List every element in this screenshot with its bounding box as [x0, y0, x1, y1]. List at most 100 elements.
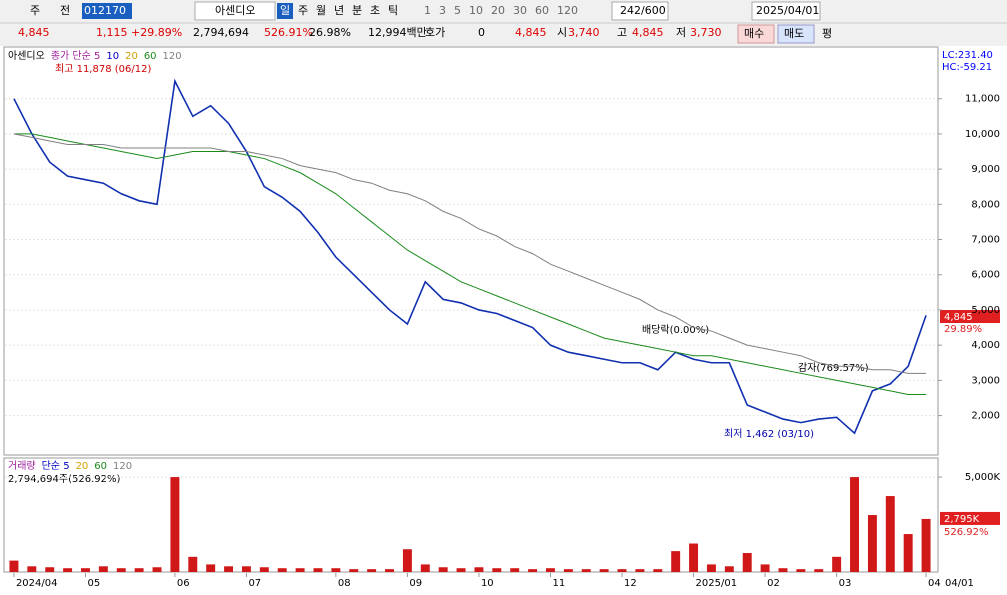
- y-tick-label: 2,000: [971, 411, 1000, 422]
- volume-bar: [152, 567, 162, 572]
- interval[interactable]: 3: [439, 4, 446, 17]
- volume-bar: [224, 566, 234, 572]
- volume-bar: [313, 568, 323, 572]
- x-tick-label: 03: [839, 578, 852, 589]
- annotation: 최고 11,878 (06/12): [55, 63, 151, 75]
- stock-name[interactable]: 아센디오: [215, 4, 255, 17]
- legend-entry: 10: [106, 51, 119, 62]
- volume-bar: [170, 477, 180, 572]
- volume-bar: [385, 569, 394, 572]
- interval[interactable]: 1: [424, 4, 431, 17]
- volume-bar: [796, 569, 806, 572]
- y-tick-label: 6,000: [971, 270, 1000, 281]
- end-date: 04/01: [945, 578, 974, 589]
- quote: 0: [478, 26, 485, 39]
- amount: 12,994백만: [368, 26, 427, 39]
- buy-button[interactable]: 매수: [744, 27, 764, 40]
- volume-caption: 2,794,694주(526.92%): [8, 474, 120, 485]
- legend-entry: 거래량: [8, 460, 36, 472]
- high-label: 고: [617, 26, 627, 39]
- volume-bar: [599, 569, 609, 572]
- x-tick-label: 08: [338, 578, 351, 589]
- volume-bar: [116, 568, 126, 572]
- legend-entry: 60: [144, 51, 157, 62]
- last-pct: 29.89%: [944, 324, 982, 335]
- legend-entry: 60: [94, 461, 107, 472]
- volume-bar: [760, 564, 770, 572]
- code[interactable]: 012170: [84, 4, 126, 17]
- volume-bar: [528, 569, 538, 572]
- interval[interactable]: 120: [557, 4, 578, 17]
- volume-bar: [742, 553, 752, 572]
- period[interactable]: 주: [298, 4, 308, 17]
- eval-button[interactable]: 평: [822, 27, 832, 40]
- period[interactable]: 분: [352, 4, 362, 17]
- volume-bar: [724, 566, 734, 572]
- volume-bar: [903, 534, 913, 572]
- high: 4,845: [632, 26, 664, 39]
- legend-entry: 20: [76, 461, 89, 472]
- volume-bar: [45, 567, 55, 572]
- open: 3,740: [568, 26, 600, 39]
- open-label: 시: [557, 26, 567, 39]
- interval[interactable]: 5: [454, 4, 461, 17]
- kind[interactable]: 전: [60, 4, 70, 17]
- x-tick-label: 2024/04: [16, 578, 58, 589]
- period[interactable]: 일: [280, 3, 290, 17]
- low: 3,730: [690, 26, 722, 39]
- volume-bar: [885, 496, 895, 572]
- volume-bar: [653, 569, 663, 572]
- legend-entry: 120: [163, 51, 182, 62]
- volume-bar: [81, 568, 90, 572]
- volume-bar: [331, 568, 341, 572]
- interval[interactable]: 10: [469, 4, 483, 17]
- volume-bar: [63, 568, 73, 572]
- y-tick-label: 9,000: [971, 164, 1000, 175]
- interval[interactable]: 30: [513, 4, 527, 17]
- series-line: [13, 78, 927, 435]
- count[interactable]: 242/600: [620, 4, 666, 17]
- volume-bar: [814, 569, 824, 572]
- volume-bar: [850, 477, 859, 572]
- period-active: [277, 3, 293, 19]
- volume-bar: [402, 549, 412, 572]
- volume-bar: [921, 518, 931, 572]
- volume-bar: [420, 564, 430, 572]
- date[interactable]: 2025/04/01: [756, 4, 819, 17]
- volume-bar: [188, 556, 198, 572]
- x-tick-label: 04: [928, 578, 941, 589]
- market[interactable]: 주: [30, 4, 40, 17]
- volume-bar: [867, 515, 877, 572]
- volume-bar: [546, 568, 555, 572]
- volume-bar: [277, 568, 287, 572]
- legend-entry: 아센디오: [8, 50, 45, 62]
- legend-entry: 20: [125, 51, 138, 62]
- y-tick-label: 5,000: [971, 305, 1000, 316]
- volume-bar: [295, 568, 305, 572]
- period[interactable]: 년: [334, 4, 344, 17]
- sell-button[interactable]: 매도: [784, 27, 804, 40]
- volume-bar: [778, 568, 788, 572]
- y-tick-label: 5,000K: [965, 472, 1001, 483]
- volume-bar: [9, 560, 19, 572]
- volume-bar: [474, 567, 484, 572]
- series-line: [13, 133, 927, 395]
- x-tick-label: 10: [481, 578, 494, 589]
- annotation: 배당락(0.00%): [642, 324, 709, 336]
- period[interactable]: 월: [316, 4, 326, 17]
- volume-bar: [617, 569, 627, 572]
- hc: HC:-59.21: [942, 62, 992, 73]
- volume-bar: [241, 566, 251, 572]
- period[interactable]: 틱: [388, 4, 398, 17]
- interval[interactable]: 60: [535, 4, 549, 17]
- volume-bar: [367, 569, 377, 572]
- annotation: 최저 1,462 (03/10): [724, 428, 814, 440]
- period[interactable]: 초: [370, 4, 380, 17]
- x-tick-label: 11: [552, 578, 565, 589]
- turnover: 26.98%: [309, 26, 351, 39]
- volume-bar: [349, 569, 359, 572]
- y-tick-label: 4,000: [971, 340, 1000, 351]
- x-tick-label: 02: [767, 578, 780, 589]
- volume-bar: [832, 556, 842, 572]
- interval[interactable]: 20: [491, 4, 505, 17]
